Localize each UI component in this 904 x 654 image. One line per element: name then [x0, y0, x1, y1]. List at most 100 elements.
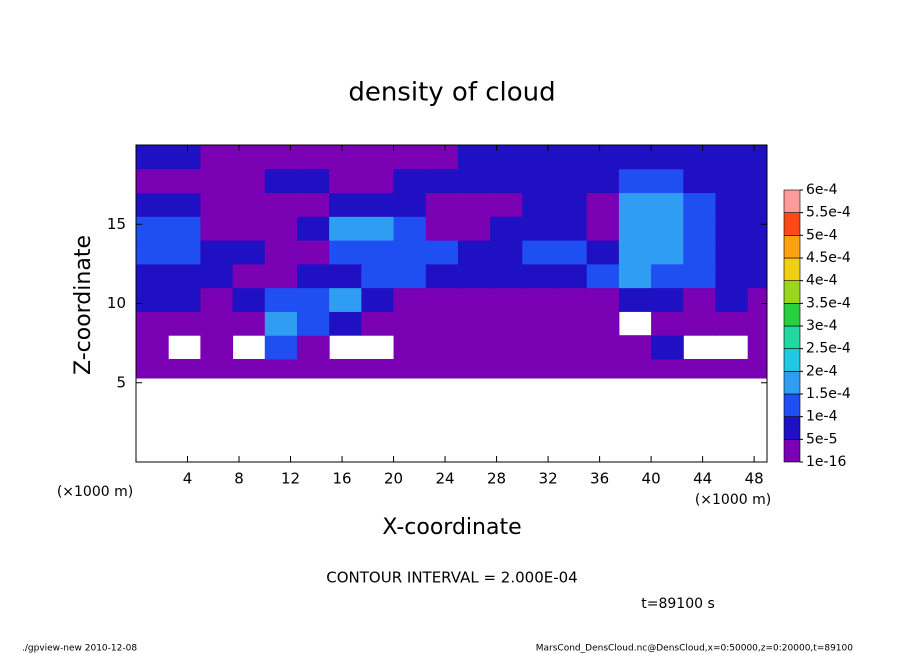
colorbar-box — [783, 393, 801, 417]
cell — [200, 335, 234, 360]
cell — [168, 168, 201, 194]
cell — [747, 263, 767, 289]
cell — [329, 263, 362, 289]
colorbar-box — [783, 303, 801, 327]
cell — [554, 168, 588, 194]
cell — [522, 287, 556, 312]
cell — [425, 240, 459, 265]
cell — [747, 168, 767, 194]
cell — [490, 192, 523, 217]
cell — [683, 168, 716, 194]
cell — [200, 168, 234, 194]
cell — [264, 311, 298, 336]
y-tick-label: 10 — [107, 294, 126, 312]
cell — [393, 216, 427, 241]
cell — [457, 311, 491, 336]
cell — [264, 240, 298, 265]
cell — [618, 335, 652, 360]
cell — [651, 263, 684, 289]
colorbar-box — [783, 280, 801, 304]
cell — [747, 192, 767, 217]
cell — [490, 168, 523, 194]
cell — [683, 216, 716, 241]
cell — [618, 145, 652, 170]
x-tick-label: 20 — [384, 470, 403, 488]
cell — [361, 192, 395, 217]
cell — [683, 263, 716, 289]
cell — [296, 145, 330, 170]
cell — [168, 311, 201, 336]
chart-title: density of cloud — [348, 78, 555, 108]
cell — [425, 263, 459, 289]
cell — [329, 311, 362, 336]
cell — [554, 192, 588, 217]
cell — [393, 168, 427, 194]
cell — [296, 192, 330, 217]
cell — [586, 240, 620, 265]
x-tick-label: 24 — [436, 470, 455, 488]
colorbar-box — [783, 439, 801, 463]
y-tick-label: 5 — [116, 373, 126, 391]
cell — [200, 192, 234, 217]
cell — [136, 145, 169, 170]
cell — [264, 145, 298, 170]
cell — [200, 240, 234, 265]
y-axis-label: Z-coordinate — [71, 235, 96, 375]
cell — [457, 168, 491, 194]
cell — [522, 168, 556, 194]
cell — [425, 216, 459, 241]
cell — [747, 335, 767, 360]
cell — [490, 145, 523, 170]
cell — [554, 263, 588, 289]
cell — [136, 192, 169, 217]
cell — [232, 311, 266, 336]
cell — [522, 335, 556, 360]
cell — [136, 287, 169, 312]
cell — [683, 311, 716, 336]
cell — [168, 240, 201, 265]
cell — [715, 192, 749, 217]
x-unit: (×1000 m) — [57, 484, 133, 500]
cell — [168, 145, 201, 170]
cell — [522, 145, 556, 170]
cell — [747, 358, 767, 379]
cell — [715, 145, 749, 170]
cell — [296, 168, 330, 194]
cell — [264, 263, 298, 289]
colorbar-label: 1e-4 — [806, 409, 838, 425]
colorbar-label: 6e-4 — [806, 182, 838, 198]
cell — [361, 168, 395, 194]
cell — [586, 311, 620, 336]
cell — [296, 240, 330, 265]
cell — [393, 287, 427, 312]
cell — [586, 287, 620, 312]
cell — [425, 192, 459, 217]
cell — [393, 263, 427, 289]
contour-interval: CONTOUR INTERVAL = 2.000E-04 — [326, 569, 577, 587]
cell — [264, 358, 298, 379]
x-axis-label: X-coordinate — [382, 515, 521, 540]
cell — [361, 240, 395, 265]
cell — [457, 358, 491, 379]
cell — [651, 192, 684, 217]
cell — [457, 335, 491, 360]
cell — [651, 358, 684, 379]
cell — [136, 311, 169, 336]
cell — [329, 287, 362, 312]
cell — [522, 240, 556, 265]
cell — [747, 311, 767, 336]
cell — [393, 240, 427, 265]
field — [136, 145, 767, 379]
cell — [554, 240, 588, 265]
colorbar-label: 3.5e-4 — [806, 295, 851, 311]
cell — [329, 358, 362, 379]
cell — [168, 358, 201, 379]
cell — [425, 358, 459, 379]
cell — [264, 216, 298, 241]
colorbar-label: 5e-5 — [806, 431, 837, 447]
cell — [232, 240, 266, 265]
x-tick-label: 4 — [183, 470, 193, 488]
cell — [168, 287, 201, 312]
cell — [651, 335, 684, 360]
cell — [168, 263, 201, 289]
